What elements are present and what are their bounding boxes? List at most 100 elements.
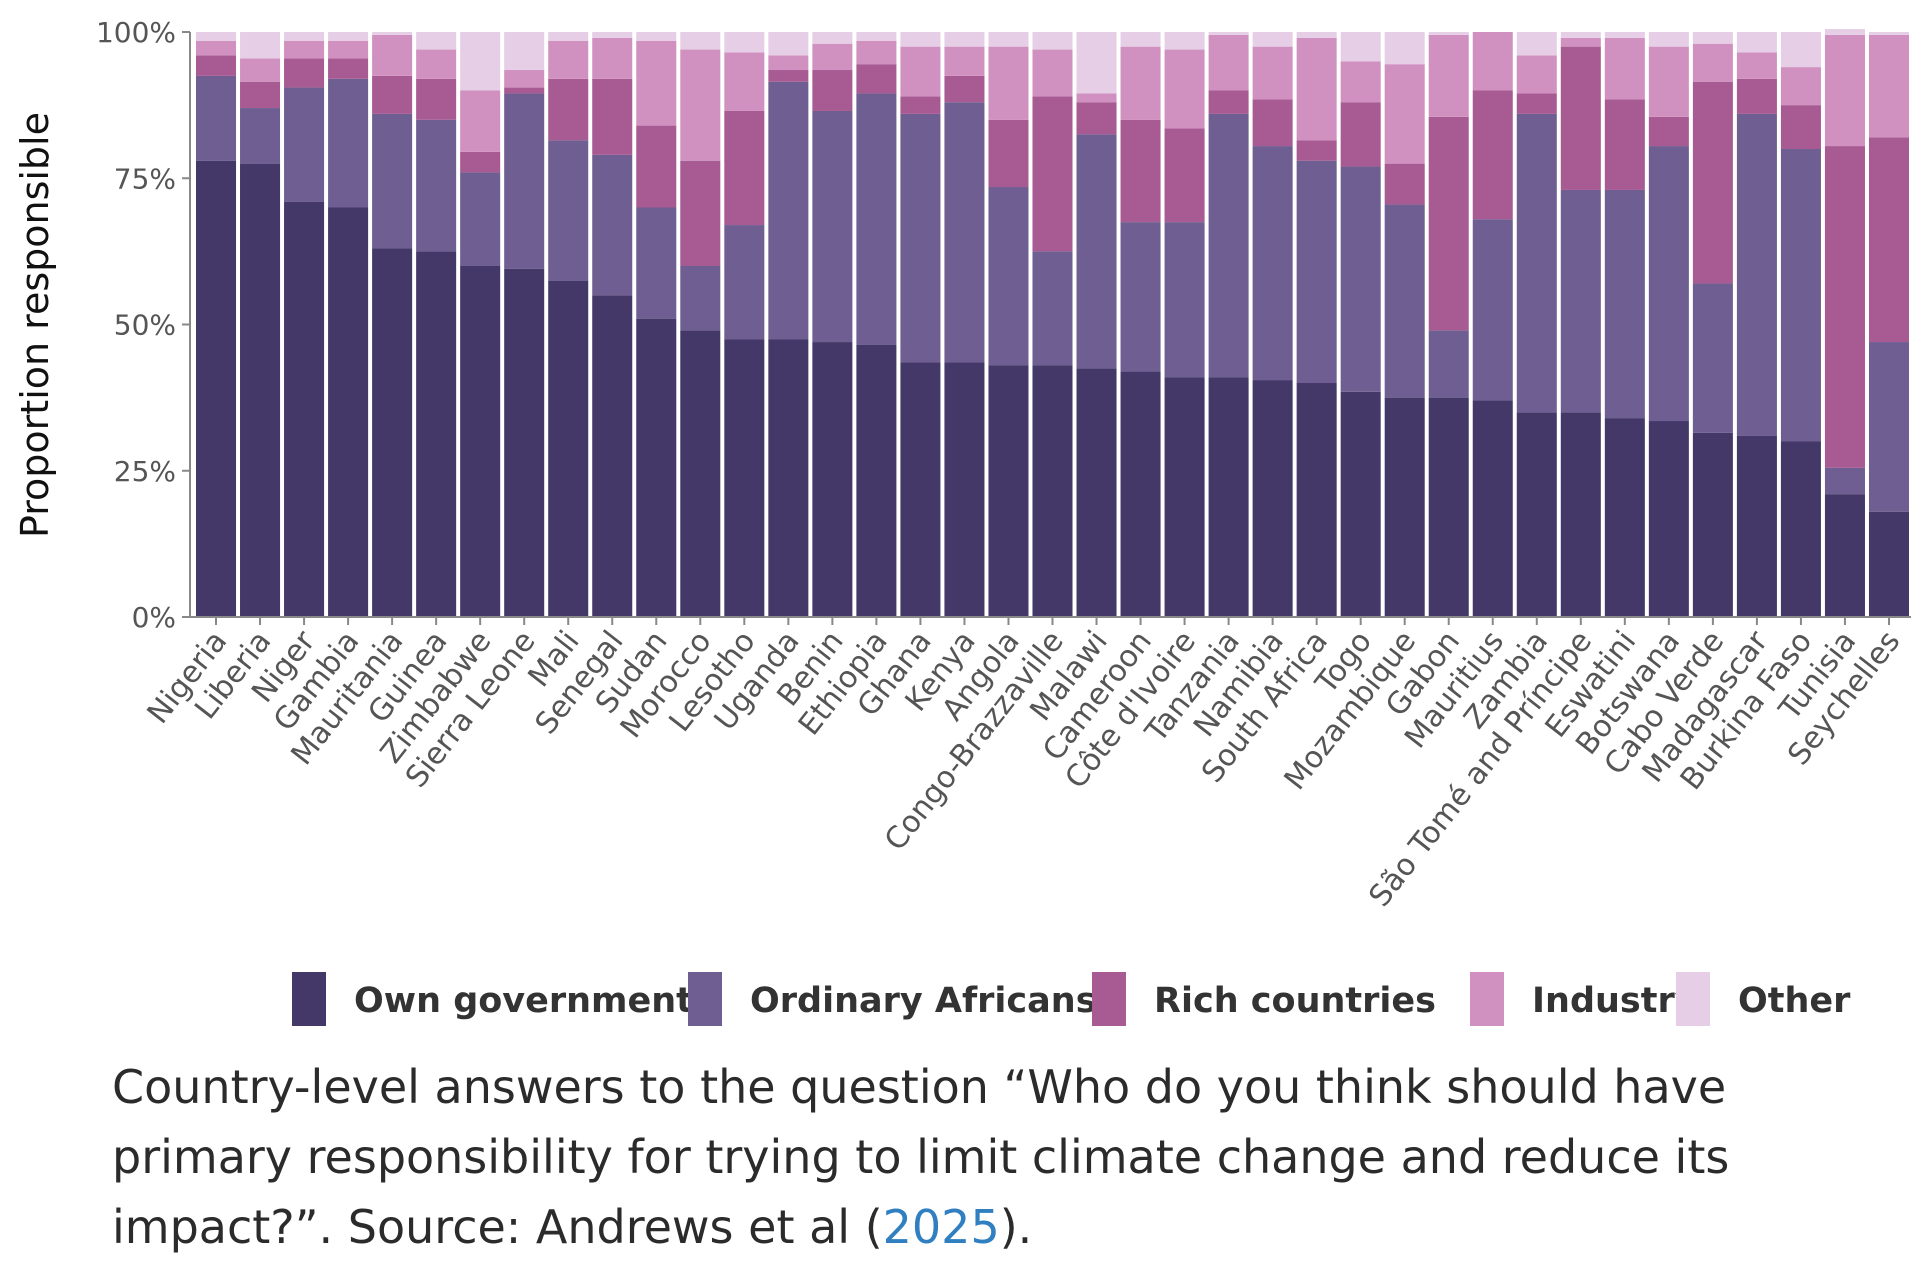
bar-segment-industry [1516,55,1557,94]
legend: Own government Ordinary Africans Rich coun… [292,972,1851,1026]
bar-segment-own-government [240,163,281,617]
bar-segment-other [284,32,325,41]
bar-segment-other [1692,32,1733,44]
bar-segment-other [856,32,897,41]
bar-segment-rich-countries [636,125,677,208]
legend-swatch [292,972,326,1026]
y-tick-label: 50% [114,309,176,342]
bar-segment-other [1296,32,1337,38]
bar-segment-ordinary-africans [1560,189,1601,413]
bar-segment-industry [328,40,369,59]
bar-segment-other [900,32,941,47]
bar-segment-ordinary-africans [812,110,853,343]
bar-segment-ordinary-africans [548,140,589,281]
bar-segment-ordinary-africans [504,93,545,269]
bar-segment-ordinary-africans [1736,113,1777,436]
bar-segment-industry [856,40,897,65]
bar-segment-ordinary-africans [1824,467,1865,495]
bar-segment-ordinary-africans [1868,342,1909,512]
bar-segment-ordinary-africans [592,154,633,296]
bar-segment-rich-countries [460,151,501,173]
legend-label: Own government [354,981,693,1021]
bar-segment-other [372,32,413,35]
bar-segment-own-government [1164,377,1205,617]
bar-segment-rich-countries [328,58,369,79]
bar-segment-rich-countries [592,78,633,155]
bar-segment-industry [1692,43,1733,82]
bar-segment-own-government [196,160,237,617]
bar-segment-rich-countries [856,64,897,94]
bar-segment-other [1384,32,1425,65]
bar-segment-industry [460,90,501,152]
bar-segment-other [1252,32,1293,47]
bar-segment-other [1428,32,1469,35]
bar-segment-ordinary-africans [1516,113,1557,413]
bar-segment-industry [1824,34,1865,147]
bar-segment-industry [768,55,809,71]
bar-segment-other [1736,32,1777,53]
bar-segment-industry [592,37,633,79]
bar-segment-ordinary-africans [856,93,897,345]
legend-swatch [1092,972,1126,1026]
bar-segment-other [1824,29,1865,35]
bar-segment-rich-countries [1516,93,1557,114]
bar-segment-rich-countries [196,55,237,76]
bar-segment-rich-countries [1384,163,1425,205]
bar-segment-industry [1076,93,1117,103]
bar-segment-other [1648,32,1689,47]
bar-segment-ordinary-africans [1428,330,1469,398]
bar-segment-other [1120,32,1161,47]
bar-segment-other [768,32,809,56]
bar-segment-industry [988,46,1029,120]
bar-segment-own-government [1076,368,1117,617]
bar-segment-industry [1604,37,1645,100]
bar-segment-other [724,32,765,53]
bar-segment-ordinary-africans [1076,134,1117,369]
bar-segment-industry [724,52,765,111]
bar-segment-other [1560,32,1601,38]
bar-segment-ordinary-africans [284,87,325,202]
bar-segment-own-government [636,318,677,617]
source-link[interactable]: 2025 [882,1200,1000,1254]
bar-segment-industry [1560,37,1601,47]
bar-segment-industry [240,58,281,82]
bar-segment-industry [1208,34,1249,91]
bar-segment-rich-countries [1428,116,1469,331]
bar-segment-industry [416,49,457,79]
bar-segment-rich-countries [1032,96,1073,252]
bar-segment-own-government [1252,380,1293,617]
bar-segment-ordinary-africans [1472,219,1513,401]
bar-segment-rich-countries [1208,90,1249,114]
bar-segment-ordinary-africans [240,108,281,164]
legend-swatch [1470,972,1504,1026]
bar-segment-own-government [328,207,369,617]
bar-segment-own-government [768,339,809,617]
y-axis-label: Proportion responsible [13,112,57,538]
bar-segment-rich-countries [1252,99,1293,147]
bar-segment-own-government [1736,435,1777,617]
legend-label: Ordinary Africans [750,981,1097,1021]
bar-segment-industry [900,46,941,97]
bar-segment-industry [1384,64,1425,164]
y-tick-label: 0% [132,601,176,634]
bar-segment-rich-countries [1340,102,1381,167]
bar-segment-own-government [592,295,633,617]
bar-segment-rich-countries [724,110,765,226]
bar-segment-own-government [900,362,941,617]
bar-segment-industry [1648,46,1689,117]
bar-segment-other [592,32,633,38]
bar-segment-rich-countries [988,119,1029,188]
bar-segment-own-government [988,365,1029,617]
bar-segment-other [1076,32,1117,94]
bar-segment-ordinary-africans [372,113,413,249]
bar-segment-industry [812,43,853,71]
bar-segment-ordinary-africans [460,172,501,266]
figure-caption: Country-level answers to the question “W… [112,1052,1872,1262]
bar-segment-ordinary-africans [1208,113,1249,378]
bar-segment-rich-countries [548,78,589,141]
bar-segment-ordinary-africans [1120,222,1161,372]
bar-segment-own-government [1472,400,1513,617]
bar-segment-ordinary-africans [1340,166,1381,392]
bar-segment-industry [944,46,985,76]
bar-segment-other [636,32,677,41]
